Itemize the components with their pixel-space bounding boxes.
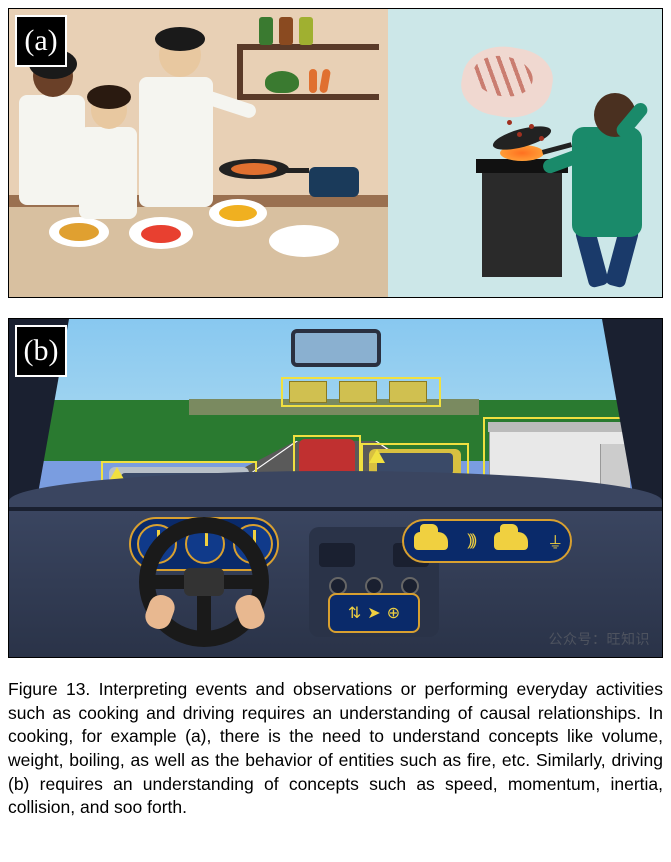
cc-icon: ⊕ (387, 603, 400, 623)
car-silhouette-icon (414, 532, 448, 550)
panel-b-driving: (b) 60 ⬆ ⚠ % (8, 318, 663, 658)
cc-icon: ➤ (367, 603, 380, 623)
lettuce-icon (265, 71, 299, 93)
caption-body: Interpreting events and observations or … (8, 679, 663, 817)
adas-info-panel: ))) ⏚ (402, 519, 572, 563)
figure-container: (a) (0, 0, 671, 830)
fish-icon (457, 40, 558, 125)
figure-number: Figure 13. (8, 679, 90, 699)
figure-caption: Figure 13. Interpreting events and obser… (8, 678, 663, 830)
carrot-icon (309, 69, 317, 93)
air-vent-icon (319, 543, 355, 567)
bottle-icon (259, 17, 273, 45)
shelf-post (237, 44, 243, 100)
bottle-icon (299, 17, 313, 45)
car-silhouette-icon (494, 532, 528, 550)
carrot-icon (319, 68, 331, 93)
spice-icon (539, 136, 544, 141)
panel-a-label: (a) (15, 15, 67, 67)
panel-b-label: (b) (15, 325, 67, 377)
signal-icon: ⏚ (547, 529, 560, 553)
pot-icon (309, 167, 359, 197)
plate-icon (269, 225, 339, 257)
watermark-text: 公众号：旺知识 (549, 629, 651, 649)
cook-body (572, 127, 642, 237)
food-icon (141, 225, 181, 243)
food-icon (219, 205, 257, 221)
spice-icon (517, 132, 522, 137)
kitchen-right-scene (388, 9, 662, 297)
panel-a-cooking: (a) (8, 8, 663, 298)
bottle-icon (279, 17, 293, 45)
warning-triangle-icon (369, 449, 385, 463)
rearview-mirror-icon (291, 329, 381, 367)
pan-food-icon (231, 163, 277, 175)
shelf-bottom (239, 94, 379, 100)
radar-waves-icon: ))) (467, 532, 474, 550)
cc-icon: ⇅ (348, 603, 361, 623)
pan-handle-icon (279, 168, 309, 173)
detection-box (281, 377, 441, 407)
stove-icon (482, 167, 562, 277)
spice-icon (507, 120, 512, 125)
center-screen: ⇅ ➤ ⊕ (328, 593, 420, 633)
food-icon (59, 223, 99, 241)
spice-icon (529, 124, 534, 129)
